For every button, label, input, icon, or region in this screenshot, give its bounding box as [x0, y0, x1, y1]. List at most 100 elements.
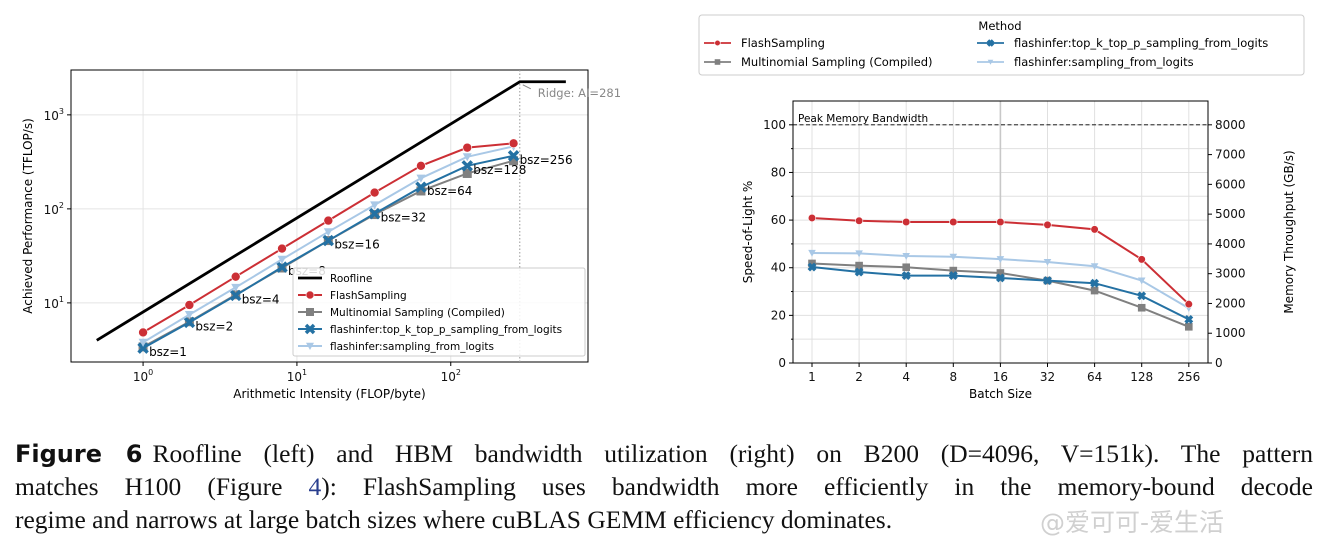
legend-box	[292, 267, 586, 357]
bandwidth-chart: 1 2 4 8 16 32 64 128 256020406080100010002000300…	[698, 14, 1305, 401]
x-tick-label: 102	[441, 368, 461, 384]
ridge-label: Ridge: AI=281	[538, 86, 621, 100]
watermark: @爱可可-爱生活	[1040, 508, 1225, 537]
legend-title: Method	[978, 19, 1021, 33]
x-axis-label: Arithmetic Intensity (FLOP/byte)	[233, 387, 425, 401]
square-marker	[462, 168, 472, 178]
figure-reference-link[interactable]: 4	[308, 472, 322, 501]
x-tick-label: 1	[808, 370, 816, 384]
point-label: bsz=256	[520, 153, 573, 167]
y-tick-label: 103	[44, 107, 64, 123]
legend-label: flashinfer:sampling_from_logits	[1014, 55, 1194, 69]
triangle-down-marker	[370, 201, 380, 210]
square-marker	[1185, 322, 1193, 331]
triangle-down-marker	[987, 59, 994, 65]
square-marker	[1137, 303, 1146, 312]
legend-box	[698, 14, 1305, 76]
circle-marker	[277, 243, 287, 254]
triangle-down-marker	[1090, 263, 1099, 271]
peak-bandwidth-label: Peak Memory Bandwidth	[798, 113, 928, 125]
circle-marker	[184, 300, 195, 310]
square-marker	[949, 266, 958, 275]
triangle-down-marker	[855, 250, 863, 258]
circle-marker	[807, 213, 817, 223]
x-marker	[276, 261, 288, 273]
circle-marker	[138, 327, 148, 338]
x-marker	[1184, 314, 1194, 324]
triangle-down-marker	[306, 342, 314, 350]
legend-label: flashinfer:sampling_from_logits	[330, 341, 494, 353]
roofline-chart: 100 101 102 101 102 103 Arithmetic Intensity (…	[21, 69, 621, 401]
x-marker	[1043, 276, 1052, 286]
x-marker	[137, 342, 149, 354]
legend-label: Roofline	[330, 273, 372, 285]
roofline-line	[96, 80, 566, 342]
legend-label: flashinfer:top_k_top_p_sampling_from_log…	[330, 324, 562, 336]
square-marker	[509, 156, 519, 166]
x-tick-label: 100	[133, 368, 153, 384]
x-tick-label: 16	[993, 370, 1008, 384]
y-right-tick-label: 4000	[1215, 237, 1246, 251]
circle-marker	[1137, 255, 1146, 264]
x-marker	[322, 234, 335, 247]
triangle-down-marker	[231, 283, 241, 292]
circle-marker	[369, 187, 380, 198]
x-marker	[304, 323, 316, 335]
y-tick-label: 102	[44, 201, 64, 217]
x-marker	[461, 160, 473, 172]
x-tick-label: 8	[949, 370, 957, 384]
square-marker	[306, 308, 314, 316]
circle-marker	[305, 290, 315, 300]
square-marker	[855, 261, 863, 270]
circle-marker	[462, 142, 473, 153]
y-right-tick-label: 6000	[1215, 177, 1246, 191]
x-tick-label: 64	[1087, 370, 1102, 384]
legend-label: flashinfer:top_k_top_p_sampling_from_log…	[1014, 36, 1268, 50]
y-axis-label: Speed-of-Light %	[741, 181, 755, 284]
legend-label: Multinomial Sampling (Compiled)	[330, 307, 505, 319]
y-right-axis-label: Memory Throughput (GB/s)	[1282, 150, 1296, 313]
circle-marker	[1043, 220, 1052, 229]
circle-marker	[714, 39, 721, 47]
legend-label: FlashSampling	[741, 36, 825, 50]
square-marker	[996, 269, 1005, 277]
x-marker	[995, 273, 1005, 283]
triangle-down-marker	[996, 256, 1005, 263]
triangle-down-marker	[808, 249, 816, 257]
x-tick-label: 2	[855, 370, 863, 384]
triangle-down-marker	[138, 338, 148, 347]
y-right-tick-label: 2000	[1215, 296, 1246, 310]
y-axis-label: Achieved Performance (TFLOP/s)	[21, 118, 35, 314]
figure-label: Figure 6	[15, 440, 143, 468]
point-label: bsz=128	[473, 163, 526, 177]
circle-marker	[416, 161, 426, 171]
y-right-tick-label: 1000	[1215, 326, 1246, 340]
triangle-down-marker	[1137, 277, 1146, 285]
point-label: bsz=16	[334, 238, 380, 252]
x-marker	[368, 207, 381, 220]
caption-text: Roofline (left) and HBM bandwidth utiliz…	[152, 439, 1313, 468]
y-right-tick-label: 5000	[1215, 207, 1246, 221]
triangle-down-marker	[902, 253, 910, 260]
triangle-down-marker	[323, 228, 333, 237]
triangle-down-marker	[462, 153, 472, 162]
circle-marker	[1090, 225, 1099, 234]
caption-line-2: matches H100 (Figure 4): FlashSampling u…	[15, 470, 1313, 503]
y-tick-label: 0	[778, 356, 786, 370]
x-marker	[901, 271, 911, 281]
square-marker	[1090, 286, 1099, 295]
square-marker	[902, 263, 910, 272]
circle-marker	[902, 217, 911, 227]
plot-frame	[70, 69, 589, 363]
legend: Method FlashSampling Multinomial Sampling …	[698, 14, 1305, 76]
x-tick-label: 256	[1177, 370, 1200, 384]
y-right-tick-label: 0	[1215, 356, 1223, 370]
ridge-arrow	[522, 84, 532, 90]
circle-marker	[230, 271, 241, 282]
y-tick-label: 80	[771, 165, 786, 179]
legend-label: Multinomial Sampling (Compiled)	[741, 55, 933, 69]
y-tick-label: 20	[771, 308, 786, 322]
x-marker	[986, 39, 995, 47]
